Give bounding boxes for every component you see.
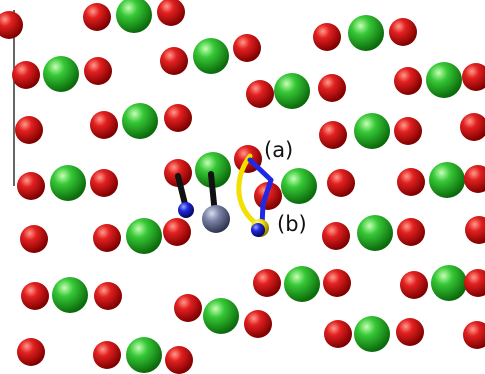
oxygen-atom bbox=[160, 47, 188, 75]
oxygen-atom bbox=[313, 23, 341, 51]
green-atom bbox=[431, 265, 467, 301]
oxygen-atom bbox=[84, 57, 112, 85]
green-atom bbox=[348, 15, 384, 51]
oxygen-atom bbox=[396, 318, 424, 346]
blue-atom bbox=[178, 202, 194, 218]
oxygen-atom bbox=[400, 271, 428, 299]
oxygen-atom bbox=[165, 346, 193, 374]
oxygen-atom bbox=[15, 116, 43, 144]
label-b: (b) bbox=[277, 212, 307, 236]
green-atom bbox=[122, 103, 158, 139]
oxygen-atom bbox=[319, 121, 347, 149]
oxygen-atom bbox=[163, 218, 191, 246]
green-atom bbox=[281, 168, 317, 204]
oxygen-atom bbox=[394, 117, 422, 145]
oxygen-atom bbox=[397, 218, 425, 246]
green-atom bbox=[357, 215, 393, 251]
gray-atom bbox=[202, 205, 230, 233]
oxygen-atom bbox=[233, 34, 261, 62]
oxygen-atom bbox=[464, 269, 485, 297]
green-atom bbox=[284, 266, 320, 302]
green-atom bbox=[43, 56, 79, 92]
oxygen-atom bbox=[460, 113, 485, 141]
green-atom bbox=[52, 277, 88, 313]
oxygen-atom bbox=[12, 61, 40, 89]
oxygen-atom bbox=[90, 111, 118, 139]
green-atom bbox=[116, 0, 152, 33]
green-atom bbox=[126, 337, 162, 373]
green-atom bbox=[274, 73, 310, 109]
green-atom bbox=[193, 38, 229, 74]
oxygen-atom bbox=[394, 67, 422, 95]
oxygen-atom bbox=[157, 0, 185, 26]
green-atom bbox=[354, 113, 390, 149]
oxygen-atom bbox=[20, 225, 48, 253]
green-atom bbox=[426, 62, 462, 98]
oxygen-atom bbox=[327, 169, 355, 197]
label-a: (a) bbox=[264, 138, 294, 162]
green-atom bbox=[203, 298, 239, 334]
green-atom bbox=[195, 152, 231, 188]
oxygen-atom bbox=[465, 216, 485, 244]
green-atom bbox=[429, 162, 465, 198]
oxygen-atom bbox=[463, 321, 485, 349]
oxygen-atom bbox=[253, 269, 281, 297]
green-atom bbox=[354, 316, 390, 352]
oxygen-atom bbox=[462, 63, 485, 91]
oxygen-atom bbox=[174, 294, 202, 322]
green-atom bbox=[126, 218, 162, 254]
diffusion-path-a bbox=[236, 153, 263, 229]
oxygen-atom bbox=[324, 320, 352, 348]
oxygen-atom bbox=[17, 338, 45, 366]
diffusion-path-b bbox=[247, 157, 274, 229]
oxygen-atom bbox=[318, 74, 346, 102]
oxygen-atom bbox=[246, 80, 274, 108]
oxygen-atom bbox=[389, 18, 417, 46]
blue-atom bbox=[251, 223, 265, 237]
oxygen-atom bbox=[93, 224, 121, 252]
oxygen-atom bbox=[94, 282, 122, 310]
oxygen-atom bbox=[464, 165, 485, 193]
oxygen-atom bbox=[322, 222, 350, 250]
oxygen-atom bbox=[83, 3, 111, 31]
oxygen-atom bbox=[21, 282, 49, 310]
oxygen-atom bbox=[17, 172, 45, 200]
oxygen-atom bbox=[164, 104, 192, 132]
oxygen-atom bbox=[0, 11, 23, 39]
oxygen-atom bbox=[93, 341, 121, 369]
green-atom bbox=[50, 165, 86, 201]
oxygen-atom bbox=[397, 168, 425, 196]
oxygen-atom bbox=[90, 169, 118, 197]
oxygen-atom bbox=[244, 310, 272, 338]
oxygen-atom bbox=[323, 269, 351, 297]
